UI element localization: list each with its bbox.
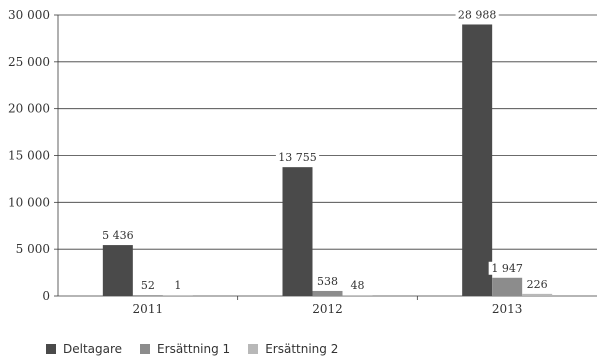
bar: [312, 290, 343, 296]
data-label-bg: [488, 261, 526, 275]
data-label-bg: [315, 274, 340, 288]
y-tick-label: 30 000: [8, 8, 50, 22]
bar: [282, 167, 313, 296]
bar: [342, 295, 373, 296]
legend-swatch: [248, 344, 259, 354]
data-label: 28 988: [458, 8, 497, 21]
y-tick-label: 0: [42, 289, 50, 303]
y-tick-label: 15 000: [8, 149, 50, 163]
data-label: 1 947: [491, 262, 523, 275]
bar: [102, 245, 133, 296]
x-tick-label: 2013: [492, 302, 523, 316]
legend-item: Ersättning 2: [248, 342, 338, 356]
x-tick-label: 2012: [312, 302, 343, 316]
legend-label: Deltagare: [63, 342, 123, 356]
data-label: 5 436: [102, 229, 134, 242]
data-label: 538: [317, 275, 338, 288]
bar: [132, 295, 163, 296]
data-label-bg: [455, 8, 499, 22]
legend-item: Deltagare: [46, 342, 122, 356]
data-label-bg: [275, 151, 320, 165]
data-label: 48: [351, 279, 365, 292]
legend-label: Ersättning 2: [265, 342, 339, 356]
data-label: 1: [174, 279, 181, 292]
bar: [462, 24, 493, 297]
bar: [162, 295, 193, 296]
legend-label: Ersättning 1: [157, 342, 231, 356]
y-tick-label: 20 000: [8, 102, 50, 116]
data-label-bg: [524, 277, 550, 291]
data-label-bg: [171, 279, 184, 293]
legend-swatch: [140, 344, 151, 354]
y-tick-label: 10 000: [8, 195, 50, 209]
data-label: 52: [141, 279, 155, 292]
legend-swatch: [46, 344, 56, 354]
data-label-bg: [138, 279, 158, 293]
x-tick-label: 2011: [133, 302, 164, 316]
legend: Deltagare Ersättning 1 Ersättning 2: [46, 342, 356, 356]
data-label: 226: [527, 278, 548, 291]
y-tick-label: 25 000: [8, 55, 50, 69]
data-label-bg: [99, 229, 137, 243]
data-label: 13 755: [278, 151, 317, 164]
legend-item: Ersättning 1: [140, 342, 230, 356]
bar: [492, 277, 523, 296]
bar: [522, 293, 553, 296]
y-tick-label: 5 000: [16, 242, 50, 256]
data-label-bg: [348, 279, 367, 293]
